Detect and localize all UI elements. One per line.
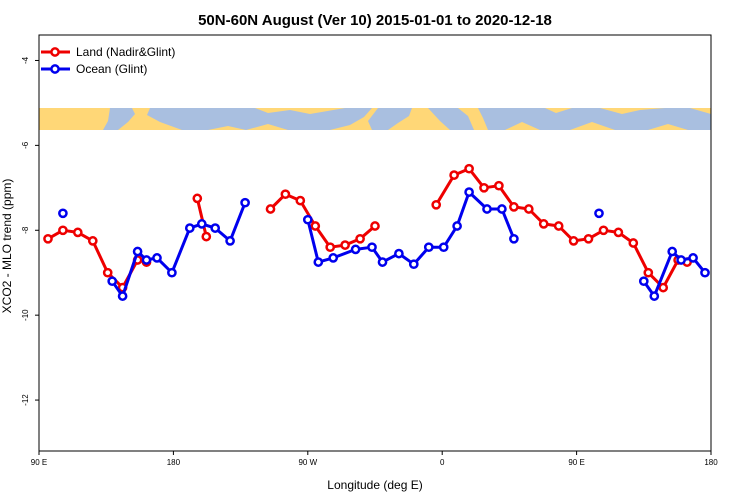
data-point (280, 189, 291, 200)
data-point (464, 187, 474, 197)
legend: Land (Nadir&Glint) Ocean (Glint) (41, 45, 175, 76)
data-point (638, 276, 649, 287)
data-point (355, 233, 365, 244)
data-point (152, 253, 162, 263)
data-point (658, 282, 669, 293)
data-point (431, 199, 442, 210)
data-point (494, 180, 504, 191)
x-tick-label: 180 (167, 458, 181, 467)
data-point (340, 240, 350, 250)
data-point (184, 223, 195, 233)
data-point (568, 236, 579, 246)
data-point (408, 259, 419, 270)
data-point (325, 242, 336, 253)
map-band-ocean (103, 108, 711, 130)
data-point (464, 163, 474, 174)
y-tick-label: -4 (21, 56, 30, 64)
data-point (201, 231, 212, 242)
series-layer (43, 163, 710, 301)
data-point (328, 253, 339, 263)
plot-frame (38, 34, 712, 452)
legend-swatch-marker-ocean (50, 64, 60, 74)
data-point (225, 236, 235, 246)
data-point (350, 244, 361, 255)
data-point (688, 253, 698, 263)
data-point (553, 221, 564, 231)
data-point (367, 242, 377, 253)
data-point (700, 267, 710, 278)
data-point (313, 257, 324, 267)
data-point (598, 225, 609, 236)
y-axis-label: XCO2 - MLO trend (ppm) (0, 179, 14, 314)
legend-label-ocean: Ocean (Glint) (76, 62, 147, 76)
data-point (613, 227, 624, 238)
series-0 (43, 163, 692, 293)
legend-label-land: Land (Nadir&Glint) (76, 45, 175, 59)
data-point (643, 267, 654, 278)
data-point (310, 221, 321, 231)
data-point (58, 208, 68, 219)
y-tick-label: -12 (21, 394, 30, 406)
data-point (628, 238, 639, 248)
data-point (509, 233, 519, 244)
data-point (497, 204, 507, 214)
data-point (141, 255, 152, 265)
data-point (117, 291, 128, 301)
data-point (107, 276, 118, 287)
data-point (295, 195, 306, 206)
data-point (523, 204, 534, 214)
data-point (394, 248, 404, 259)
legend-swatch-marker-land (50, 47, 60, 57)
data-point (538, 219, 549, 229)
data-point (196, 219, 207, 229)
data-point (583, 233, 594, 244)
x-tick-label: 180 (704, 458, 718, 467)
data-point (58, 225, 68, 236)
series-2 (594, 208, 710, 301)
chart-title: 50N-60N August (Ver 10) 2015-01-01 to 20… (198, 12, 552, 29)
data-point (449, 170, 459, 180)
data-point (594, 208, 604, 219)
series-1 (58, 187, 519, 301)
data-point (43, 233, 53, 244)
data-point (509, 202, 519, 212)
data-point (87, 236, 98, 246)
data-point (210, 223, 221, 233)
data-point (167, 267, 177, 278)
data-point (72, 227, 83, 238)
data-point (265, 204, 276, 214)
data-point (132, 246, 143, 257)
data-point (452, 221, 462, 231)
axes: 90 E 180 90 W 0 90 E 180 -4 -6 -8 -10 -12 (21, 34, 718, 467)
y-tick-label: -10 (21, 309, 30, 321)
data-point (438, 242, 449, 253)
x-axis-label: Longitude (deg E) (327, 478, 422, 492)
data-point (302, 214, 313, 225)
data-point (102, 267, 113, 278)
data-point (667, 246, 678, 257)
y-tick-label: -6 (21, 141, 30, 149)
data-point (482, 204, 492, 214)
data-point (240, 197, 250, 208)
data-point (370, 221, 380, 231)
map-band (39, 108, 711, 130)
y-tick-label: -8 (21, 226, 30, 234)
data-point (479, 182, 489, 193)
data-point (377, 257, 388, 267)
series-line (195, 198, 208, 237)
data-point (676, 255, 686, 265)
data-point (423, 242, 434, 253)
x-tick-label: 0 (440, 458, 445, 467)
x-tick-label: 90 W (298, 458, 317, 467)
x-tick-label: 90 E (31, 458, 47, 467)
data-point (649, 291, 660, 301)
data-point (192, 193, 203, 204)
x-tick-label: 90 E (568, 458, 584, 467)
